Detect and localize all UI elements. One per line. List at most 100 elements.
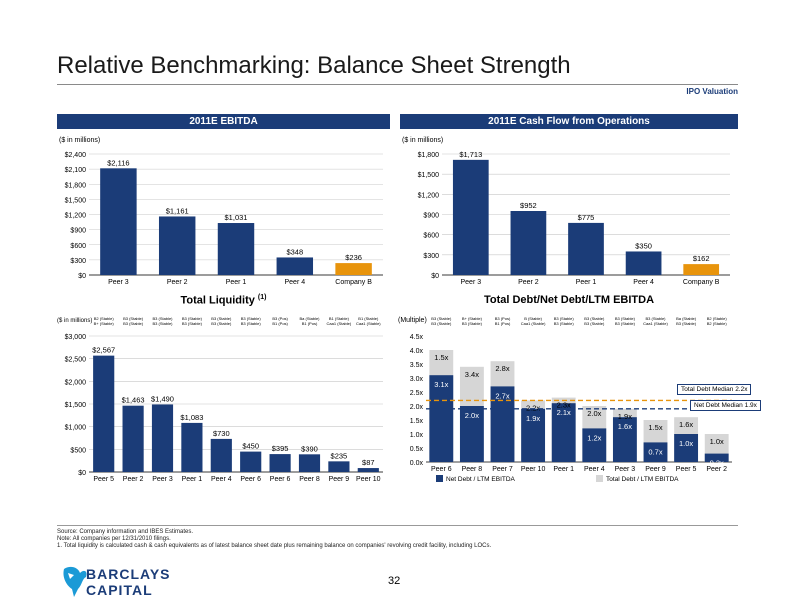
bar xyxy=(452,159,489,275)
rating-label: Caa1 (Stable) xyxy=(643,321,668,326)
y-tick-label: $300 xyxy=(423,253,439,260)
unit-note: ($ in millions) xyxy=(57,318,92,324)
x-tick-label: Peer 4 xyxy=(584,466,605,473)
total-debt-value-label: 2.2x xyxy=(526,403,540,412)
rating-label: B+ (Stable) xyxy=(462,316,483,321)
logo-line-2: CAPITAL xyxy=(86,582,153,598)
legend-label-total: Total Debt / LTM EBITDA xyxy=(606,476,679,483)
x-tick-label: Peer 1 xyxy=(226,279,247,286)
total-debt-value-label: 2.3x xyxy=(557,401,571,410)
rating-label: B2 (Stable) xyxy=(94,316,115,321)
footnotes: Source: Company information and IBES Est… xyxy=(57,529,491,550)
x-tick-label: Peer 4 xyxy=(633,279,654,286)
y-tick-label: $1,800 xyxy=(418,152,440,159)
bar xyxy=(357,468,379,472)
bar-value-label: $1,463 xyxy=(122,396,145,405)
unit-note: (Multiple) xyxy=(398,317,427,324)
x-tick-label: Peer 3 xyxy=(152,476,173,483)
y-tick-label: $2,100 xyxy=(65,167,87,174)
bar xyxy=(240,451,262,472)
y-tick-label: $1,200 xyxy=(65,213,87,220)
liquidity-footnote-ref: (1) xyxy=(257,294,267,301)
total-debt-value-label: 1.6x xyxy=(679,420,693,429)
net-debt-value-label: 0.3x xyxy=(710,459,724,468)
total-debt-value-label: 2.0x xyxy=(587,409,601,418)
bar-value-label: $730 xyxy=(213,429,230,438)
page-number: 32 xyxy=(388,575,401,587)
chart-svg: ($ in millions) $0 $300 $600 $900 $1,200 $1,50… xyxy=(402,137,730,286)
total-debt-value-label: 1.5x xyxy=(434,353,448,362)
y-tick-label: $500 xyxy=(70,447,86,454)
bar xyxy=(93,355,115,472)
y-tick-label: $1,000 xyxy=(65,425,87,432)
y-tick-label: $1,500 xyxy=(65,402,87,409)
bar-value-label: $236 xyxy=(345,253,362,262)
y-tick-label: $1,500 xyxy=(418,172,440,179)
x-tick-label: Peer 1 xyxy=(553,466,574,473)
logo-line-1: BARCLAYS xyxy=(86,566,171,582)
footnote-1: 1. Total liquidity is calculated cash & … xyxy=(57,543,492,549)
bar-value-label: $350 xyxy=(635,241,652,250)
x-tick-label: Peer 3 xyxy=(108,279,129,286)
rating-label: B3 (Stable) xyxy=(211,321,232,326)
y-tick-label: $900 xyxy=(70,228,86,235)
rating-label: B3 (Stable) xyxy=(152,321,173,326)
rating-label: B1 (Stable) xyxy=(358,316,379,321)
x-tick-label: Peer 9 xyxy=(645,466,666,473)
x-tick-label: Peer 4 xyxy=(211,476,232,483)
bar-value-label: $1,083 xyxy=(180,413,203,422)
rating-label: Caa1 (Stable) xyxy=(356,321,381,326)
bar xyxy=(181,422,203,472)
rating-label: B3 (Stable) xyxy=(182,316,203,321)
bar xyxy=(683,264,720,275)
bar-value-label: $390 xyxy=(301,444,318,453)
rating-label: B3 (Stable) xyxy=(554,316,575,321)
x-tick-label: Peer 9 xyxy=(329,476,350,483)
unit-note: ($ in millions) xyxy=(59,137,100,144)
rating-label: B3 (Stable) xyxy=(676,321,697,326)
legend-swatch-total xyxy=(596,475,603,482)
y-tick-label: $1,500 xyxy=(65,197,87,204)
y-tick-label: 0.5x xyxy=(410,446,424,453)
rating-label: B3 (Stable) xyxy=(241,316,262,321)
x-tick-label: Peer 1 xyxy=(182,476,203,483)
chart-svg: (Multiple) 0.0x 0.5x 1.0x 1.5x 2.0x 2.5x 3.0x 3.… xyxy=(398,316,732,483)
rating-label: B3 (Pos) xyxy=(272,316,288,321)
rating-label: B3 (Stable) xyxy=(584,316,605,321)
rating-label: B3 (Stable) xyxy=(554,321,575,326)
x-tick-label: Peer 6 xyxy=(240,476,261,483)
rating-label: B3 (Stable) xyxy=(615,321,636,326)
bar xyxy=(298,454,321,472)
net-debt-value-label: 1.9x xyxy=(526,414,540,423)
bar-value-label: $1,490 xyxy=(151,394,174,403)
y-tick-label: 1.5x xyxy=(410,418,424,425)
net-debt-value-label: 1.2x xyxy=(587,433,601,442)
chart-svg: ($ in millions) $0 $500 $1,000 $1,500 $2,000 $… xyxy=(57,316,383,483)
net-debt-bar xyxy=(582,428,607,462)
bar xyxy=(151,404,174,472)
x-tick-label: Peer 3 xyxy=(460,279,481,286)
net-debt-value-label: 2.1x xyxy=(557,408,571,417)
y-tick-label: $0 xyxy=(431,273,439,280)
leverage-chart: (Multiple) 0.0x 0.5x 1.0x 1.5x 2.0x 2.5x 3.0x 3.… xyxy=(396,312,738,492)
net-debt-bar xyxy=(643,442,668,462)
net-debt-value-label: 1.6x xyxy=(618,422,632,431)
footnote-source: Source: Company information and IBES Est… xyxy=(57,529,194,535)
bar xyxy=(335,263,372,275)
y-tick-label: $1,200 xyxy=(418,192,440,199)
x-tick-label: Company B xyxy=(335,279,372,286)
rating-label: B (Stable) xyxy=(524,316,542,321)
x-tick-label: Peer 7 xyxy=(492,466,513,473)
bar-value-label: $1,713 xyxy=(459,150,482,159)
y-tick-label: 2.0x xyxy=(410,404,424,411)
x-tick-label: Peer 1 xyxy=(576,279,597,286)
liquidity-title-text: Total Liquidity xyxy=(180,294,255,307)
rating-label: Ba (Stable) xyxy=(299,316,320,321)
rating-label: B3 (Stable) xyxy=(241,321,262,326)
bar-value-label: $87 xyxy=(362,458,375,467)
net-debt-bar xyxy=(612,417,637,462)
unit-note: ($ in millions) xyxy=(402,137,443,144)
y-tick-label: $2,500 xyxy=(65,357,87,364)
bar xyxy=(210,438,232,472)
bar-value-label: $348 xyxy=(286,247,303,256)
